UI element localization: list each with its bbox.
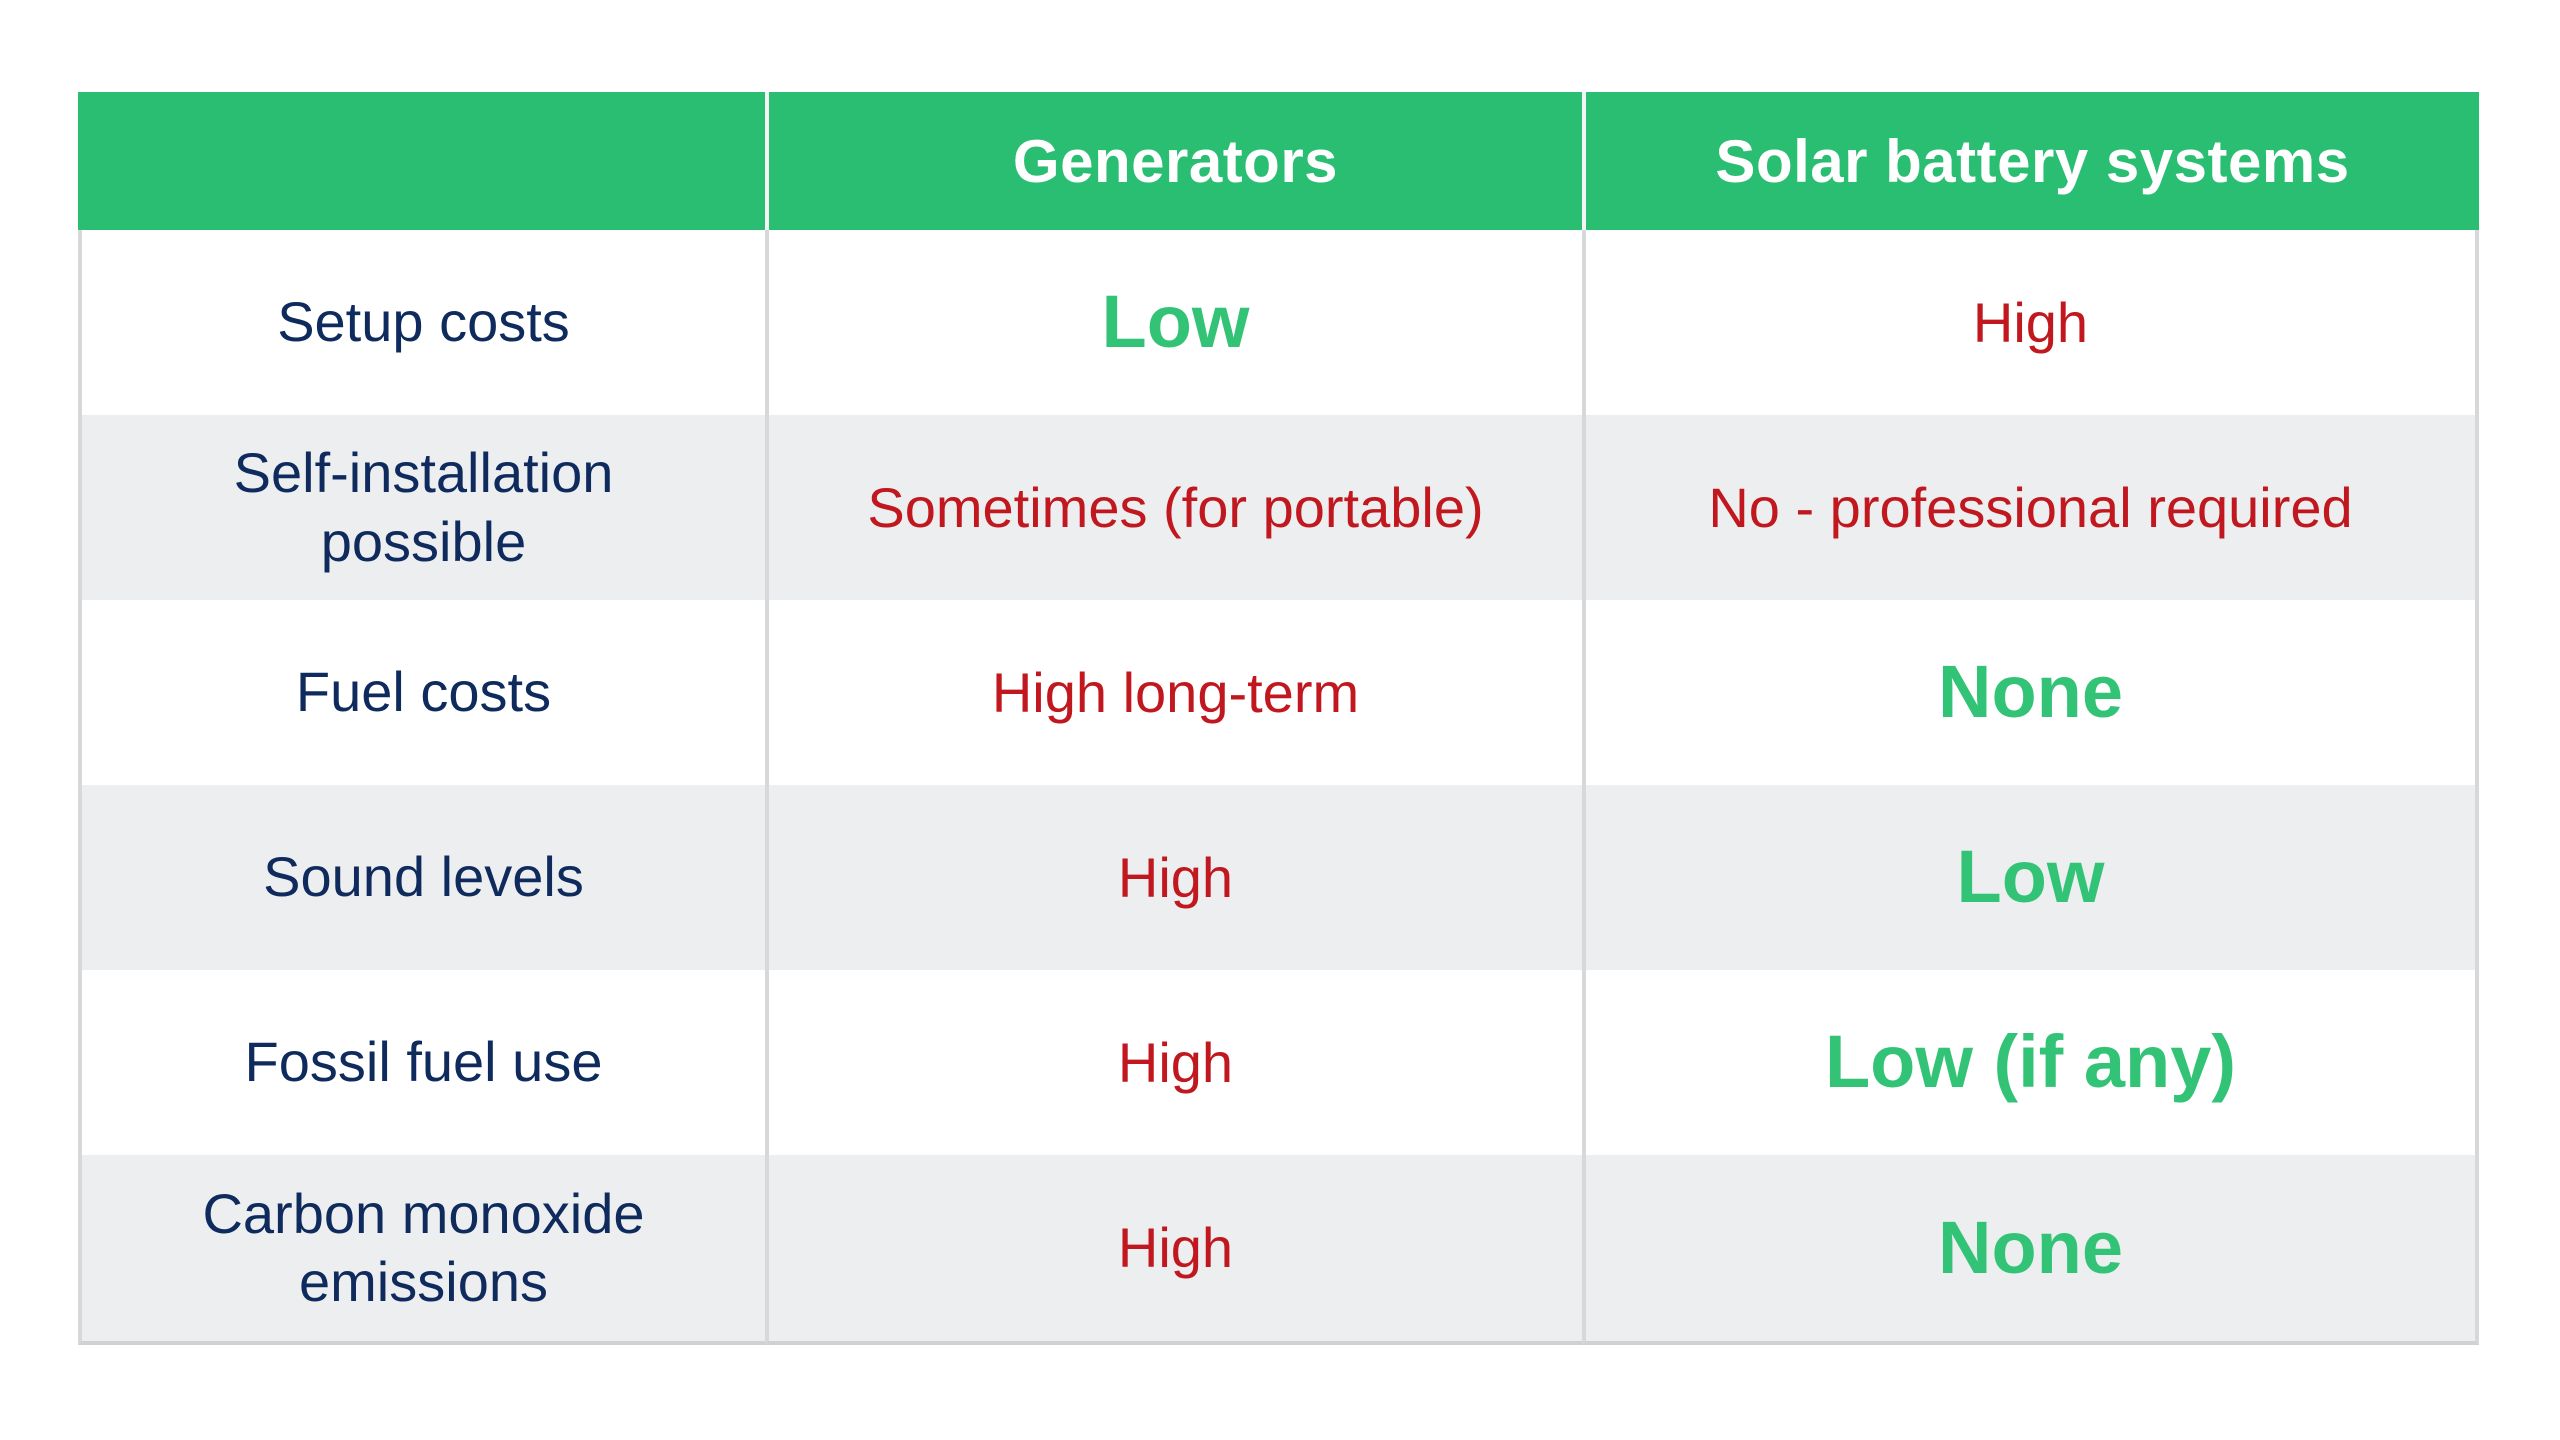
row-label-setup-costs: Setup costs <box>78 230 765 415</box>
header-blank-cell <box>78 92 765 230</box>
row-label-fossil-fuel-use: Fossil fuel use <box>78 970 765 1155</box>
row-label-carbon-monoxide: Carbon monoxide emissions <box>78 1155 765 1345</box>
solar-value-self-installation: No - professional required <box>1582 415 2479 600</box>
comparison-table: Generators Solar battery systems Setup c… <box>78 92 2479 1345</box>
solar-value-fossil-fuel-use: Low (if any) <box>1582 970 2479 1155</box>
solar-value-carbon-monoxide: None <box>1582 1155 2479 1345</box>
generators-value-fossil-fuel-use: High <box>765 970 1582 1155</box>
row-label-self-installation: Self-installation possible <box>78 415 765 600</box>
generators-value-setup-costs: Low <box>765 230 1582 415</box>
row-label-fuel-costs: Fuel costs <box>78 600 765 785</box>
generators-value-self-installation: Sometimes (for portable) <box>765 415 1582 600</box>
solar-value-sound-levels: Low <box>1582 785 2479 970</box>
column-header-generators: Generators <box>765 92 1582 230</box>
generators-value-carbon-monoxide: High <box>765 1155 1582 1345</box>
row-label-sound-levels: Sound levels <box>78 785 765 970</box>
column-header-solar-battery-systems: Solar battery systems <box>1582 92 2479 230</box>
solar-value-setup-costs: High <box>1582 230 2479 415</box>
generators-value-sound-levels: High <box>765 785 1582 970</box>
generators-value-fuel-costs: High long-term <box>765 600 1582 785</box>
solar-value-fuel-costs: None <box>1582 600 2479 785</box>
